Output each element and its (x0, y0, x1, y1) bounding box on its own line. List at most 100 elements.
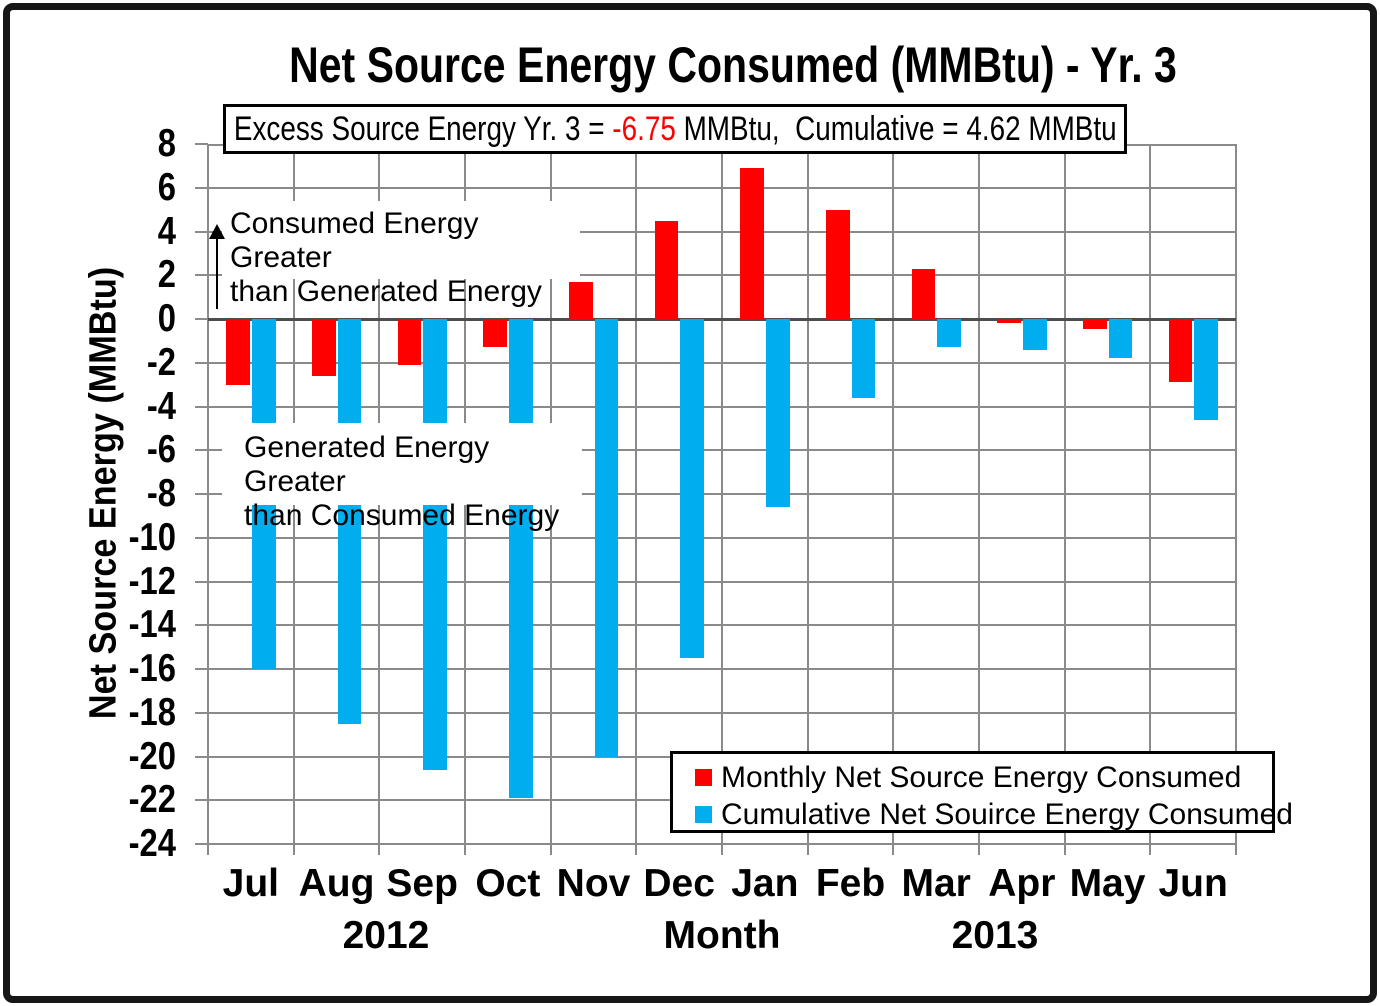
y-tick-label--2: -2 (146, 340, 176, 384)
y-tick-label-4: 4 (157, 209, 176, 253)
x-tick-label-may: May (1069, 862, 1146, 905)
bar-cumulative-feb (851, 319, 876, 398)
x-tick-label-apr: Apr (988, 862, 1056, 905)
x-axis-tick-5 (635, 844, 638, 855)
y-axis-tick--12 (195, 580, 208, 583)
bar-monthly-mar (911, 268, 936, 319)
bar-monthly-apr (997, 319, 1021, 324)
y-axis-tick-0 (195, 318, 208, 320)
legend-swatch-icon-1 (695, 806, 712, 823)
gridline-x-9 (978, 144, 980, 844)
y-axis-tick--8 (195, 493, 208, 495)
x-axis-tick-0 (207, 844, 209, 855)
y-tick-label--14: -14 (128, 603, 176, 647)
annotation-generated-greater: Generated Energy Greater than Consumed E… (222, 423, 582, 532)
x-tick-label-nov: Nov (556, 862, 631, 905)
x-axis-tick-8 (892, 844, 895, 855)
zero-baseline (208, 317, 1236, 321)
y-axis-tick--14 (195, 624, 208, 627)
annotation-consumed-line1: Consumed Energy Greater (230, 207, 479, 274)
chart-title-text: Net Source Energy Consumed (MMBtu) - Yr.… (289, 37, 1177, 93)
x-tick-label-oct: Oct (475, 862, 541, 905)
x-axis-tick-9 (978, 844, 980, 855)
y-tick-label--8: -8 (146, 472, 176, 515)
bar-monthly-jul (226, 319, 250, 385)
bar-monthly-dec (654, 220, 679, 319)
bar-cumulative-may (1108, 319, 1133, 359)
plot-area: Consumed Energy Greater than Generated E… (195, 143, 1293, 855)
bar-monthly-may (1083, 319, 1107, 329)
y-tick-label--22: -22 (128, 778, 176, 822)
x-axis-tick-4 (549, 844, 552, 855)
x-tick-label-feb: Feb (815, 862, 886, 905)
bar-monthly-aug (312, 319, 336, 376)
bar-cumulative-mar (937, 319, 961, 348)
x-axis-tick-6 (721, 844, 723, 855)
legend-label-1: Cumulative Net Souirce Energy Consumed (721, 797, 1293, 831)
gridline-x-0 (207, 144, 209, 844)
x-axis-tick-2 (378, 844, 381, 855)
y-axis-tick--4 (195, 405, 208, 408)
x-tick-label-jun: Jun (1158, 862, 1228, 905)
x-tick-label-aug: Aug (298, 862, 375, 905)
annotation-generated-line2: than Consumed Energy (244, 499, 560, 532)
gridline-x-7 (806, 144, 809, 844)
x-axis-tick-1 (292, 844, 295, 855)
bar-cumulative-aug (337, 319, 362, 724)
bar-monthly-sep (397, 319, 422, 365)
bar-cumulative-oct (509, 319, 533, 799)
y-tick-label--6: -6 (146, 428, 176, 472)
y-axis-tick--20 (195, 755, 208, 758)
bar-cumulative-dec (680, 319, 704, 659)
x-axis-tick-12 (1235, 844, 1237, 855)
bar-cumulative-jun (1194, 319, 1218, 420)
bar-monthly-jun (1168, 319, 1193, 383)
legend: Monthly Net Source Energy Consumed Cumula… (670, 751, 1293, 833)
summary-excess-value: -6.75 (612, 109, 676, 148)
legend-swatch-icon-0 (695, 769, 712, 786)
annotation-generated-line1: Generated Energy Greater (244, 431, 490, 498)
y-axis-tick-6 (195, 186, 208, 189)
x-tick-label-jul: Jul (222, 862, 279, 905)
gridline-x-12 (1235, 144, 1237, 844)
legend-item-1: Cumulative Net Souirce Energy Consumed (695, 796, 1293, 833)
chart-title: Net Source Energy Consumed (MMBtu) - Yr.… (192, 36, 1275, 94)
bar-monthly-oct (483, 319, 507, 348)
bar-monthly-nov (569, 281, 593, 319)
y-tick-label--4: -4 (146, 384, 176, 428)
gridline-x-6 (721, 144, 723, 844)
y-tick-label--12: -12 (128, 559, 176, 603)
x-axis-tick-10 (1063, 844, 1066, 855)
annotation-consumed-greater: Consumed Energy Greater than Generated E… (222, 201, 580, 308)
y-axis-tick--22 (195, 799, 208, 802)
bar-cumulative-nov (594, 319, 619, 757)
x-axis-year-2013: 2013 (951, 914, 1039, 957)
bar-monthly-jan (740, 168, 764, 319)
up-arrow-icon (209, 224, 225, 310)
y-axis-tick-2 (195, 274, 208, 277)
gridline-x-10 (1063, 144, 1066, 844)
bar-cumulative-jan (766, 319, 790, 508)
legend-label-0: Monthly Net Source Energy Consumed (721, 760, 1242, 794)
bar-monthly-feb (826, 209, 850, 319)
y-axis-tick-4 (195, 230, 208, 233)
y-axis-tick--16 (195, 668, 208, 670)
y-axis-tick--6 (195, 449, 208, 452)
y-tick-label-8: 8 (157, 122, 176, 165)
y-tick-label-6: 6 (157, 165, 176, 209)
y-tick-label--16: -16 (128, 647, 176, 690)
gridline-x-8 (892, 144, 895, 844)
bar-cumulative-sep (423, 319, 447, 770)
x-tick-label-sep: Sep (386, 862, 458, 905)
y-axis-tick-8 (195, 143, 208, 145)
y-tick-label-2: 2 (157, 253, 176, 297)
y-tick-label--18: -18 (128, 690, 176, 734)
y-axis-tick--2 (195, 361, 208, 364)
y-tick-label--20: -20 (128, 734, 176, 778)
y-tick-label--10: -10 (128, 515, 176, 559)
gridline-x-11 (1149, 144, 1152, 844)
bar-cumulative-apr (1023, 319, 1047, 350)
x-axis-tick-7 (806, 844, 809, 855)
gridline-x-5 (635, 144, 638, 844)
x-tick-label-dec: Dec (643, 862, 715, 905)
